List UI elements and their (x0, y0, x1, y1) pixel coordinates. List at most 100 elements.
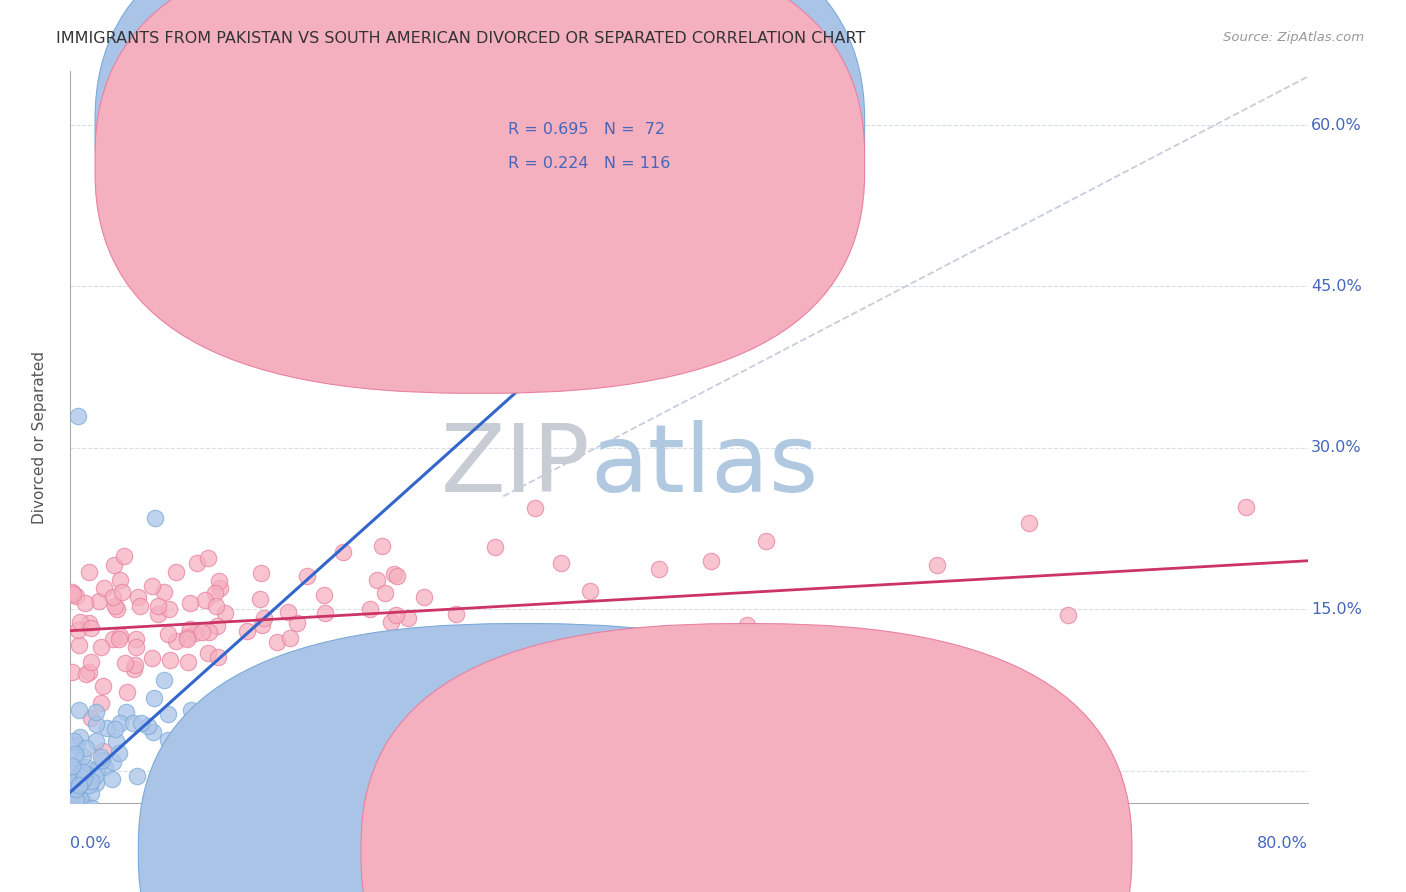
Point (75, 666, 97, 681)
Point (69, 806, 91, 821)
Point (65, 589, 87, 603)
Point (143, 690, 166, 705)
Point (63, 803, 86, 817)
Point (77, 616, 100, 631)
Point (62, 759, 84, 773)
Point (214, 606, 236, 620)
Text: R = 0.695   N =  72: R = 0.695 N = 72 (509, 121, 665, 136)
Point (207, 649, 229, 664)
Point (385, 608, 408, 623)
Text: IMMIGRANTS FROM PAKISTAN VS SOUTH AMERICAN DIVORCED OR SEPARATED CORRELATION CHA: IMMIGRANTS FROM PAKISTAN VS SOUTH AMERIC… (56, 31, 866, 46)
Point (247, 739, 270, 753)
Point (176, 632, 198, 647)
Point (484, 540, 506, 554)
Point (86, 762, 108, 776)
Point (72, 764, 94, 779)
Point (72, 794, 94, 808)
Point (62, 775, 84, 789)
Point (90, 696, 112, 710)
Point (148, 607, 170, 621)
FancyBboxPatch shape (138, 624, 910, 892)
Point (128, 599, 150, 614)
Point (156, 732, 179, 747)
Point (141, 651, 163, 665)
Text: Divorced or Separated: Divorced or Separated (32, 351, 46, 524)
Point (96, 721, 118, 735)
Point (75, 760, 97, 774)
Point (67, 638, 90, 652)
Point (84, 776, 107, 790)
Point (127, 590, 149, 604)
Point (141, 579, 163, 593)
Point (384, 649, 406, 664)
Point (394, 633, 416, 648)
Point (197, 646, 219, 660)
Text: 60.0%: 60.0% (1312, 118, 1362, 133)
Point (80, 655, 103, 669)
Text: South Americans: South Americans (769, 844, 900, 859)
Point (647, 562, 669, 576)
Point (101, 772, 124, 786)
Point (80, 800, 103, 814)
Point (77, 665, 100, 679)
Point (65, 749, 87, 764)
Point (413, 591, 436, 605)
Point (366, 574, 388, 588)
Point (699, 554, 721, 568)
Point (105, 733, 128, 747)
Point (396, 611, 419, 625)
Point (266, 635, 288, 649)
Point (62, 586, 84, 600)
Point (60, 773, 83, 788)
Point (111, 585, 134, 599)
Point (69, 792, 91, 806)
Text: 80.0%: 80.0% (1257, 836, 1308, 851)
Point (65, 792, 87, 806)
Point (380, 615, 402, 629)
Point (65, 781, 87, 796)
Text: 45.0%: 45.0% (1312, 279, 1362, 294)
Point (114, 656, 136, 670)
Point (253, 611, 276, 625)
Point (77, 565, 100, 579)
Point (125, 632, 148, 646)
Point (524, 501, 547, 516)
Point (76, 767, 98, 781)
Point (101, 632, 124, 646)
Point (86, 717, 108, 731)
Point (80, 621, 103, 635)
Point (101, 591, 124, 605)
Point (67, 703, 90, 717)
Point (108, 574, 131, 588)
Point (65, 782, 87, 797)
Point (385, 569, 408, 583)
Point (314, 606, 336, 620)
Point (93, 759, 115, 773)
Point (312, 588, 335, 602)
Point (60, 585, 83, 599)
Point (183, 626, 205, 640)
Text: 0.0%: 0.0% (70, 836, 111, 851)
Point (63, 747, 86, 761)
FancyBboxPatch shape (96, 0, 865, 393)
Point (165, 565, 187, 579)
Point (89, 594, 111, 608)
Point (179, 623, 201, 637)
Point (69, 778, 91, 792)
Point (285, 616, 308, 631)
Point (93, 581, 115, 595)
Point (145, 510, 166, 524)
Point (925, 558, 948, 572)
Point (517, 652, 540, 666)
Point (63, 734, 86, 748)
Point (84, 706, 107, 720)
Point (371, 539, 394, 553)
Text: Immigrants from Pakistan: Immigrants from Pakistan (547, 844, 744, 859)
Point (73, 771, 96, 785)
Point (108, 747, 131, 761)
Text: 15.0%: 15.0% (1312, 602, 1362, 616)
Point (93, 744, 115, 758)
FancyBboxPatch shape (96, 0, 865, 359)
Point (101, 756, 124, 770)
Point (91, 753, 114, 767)
